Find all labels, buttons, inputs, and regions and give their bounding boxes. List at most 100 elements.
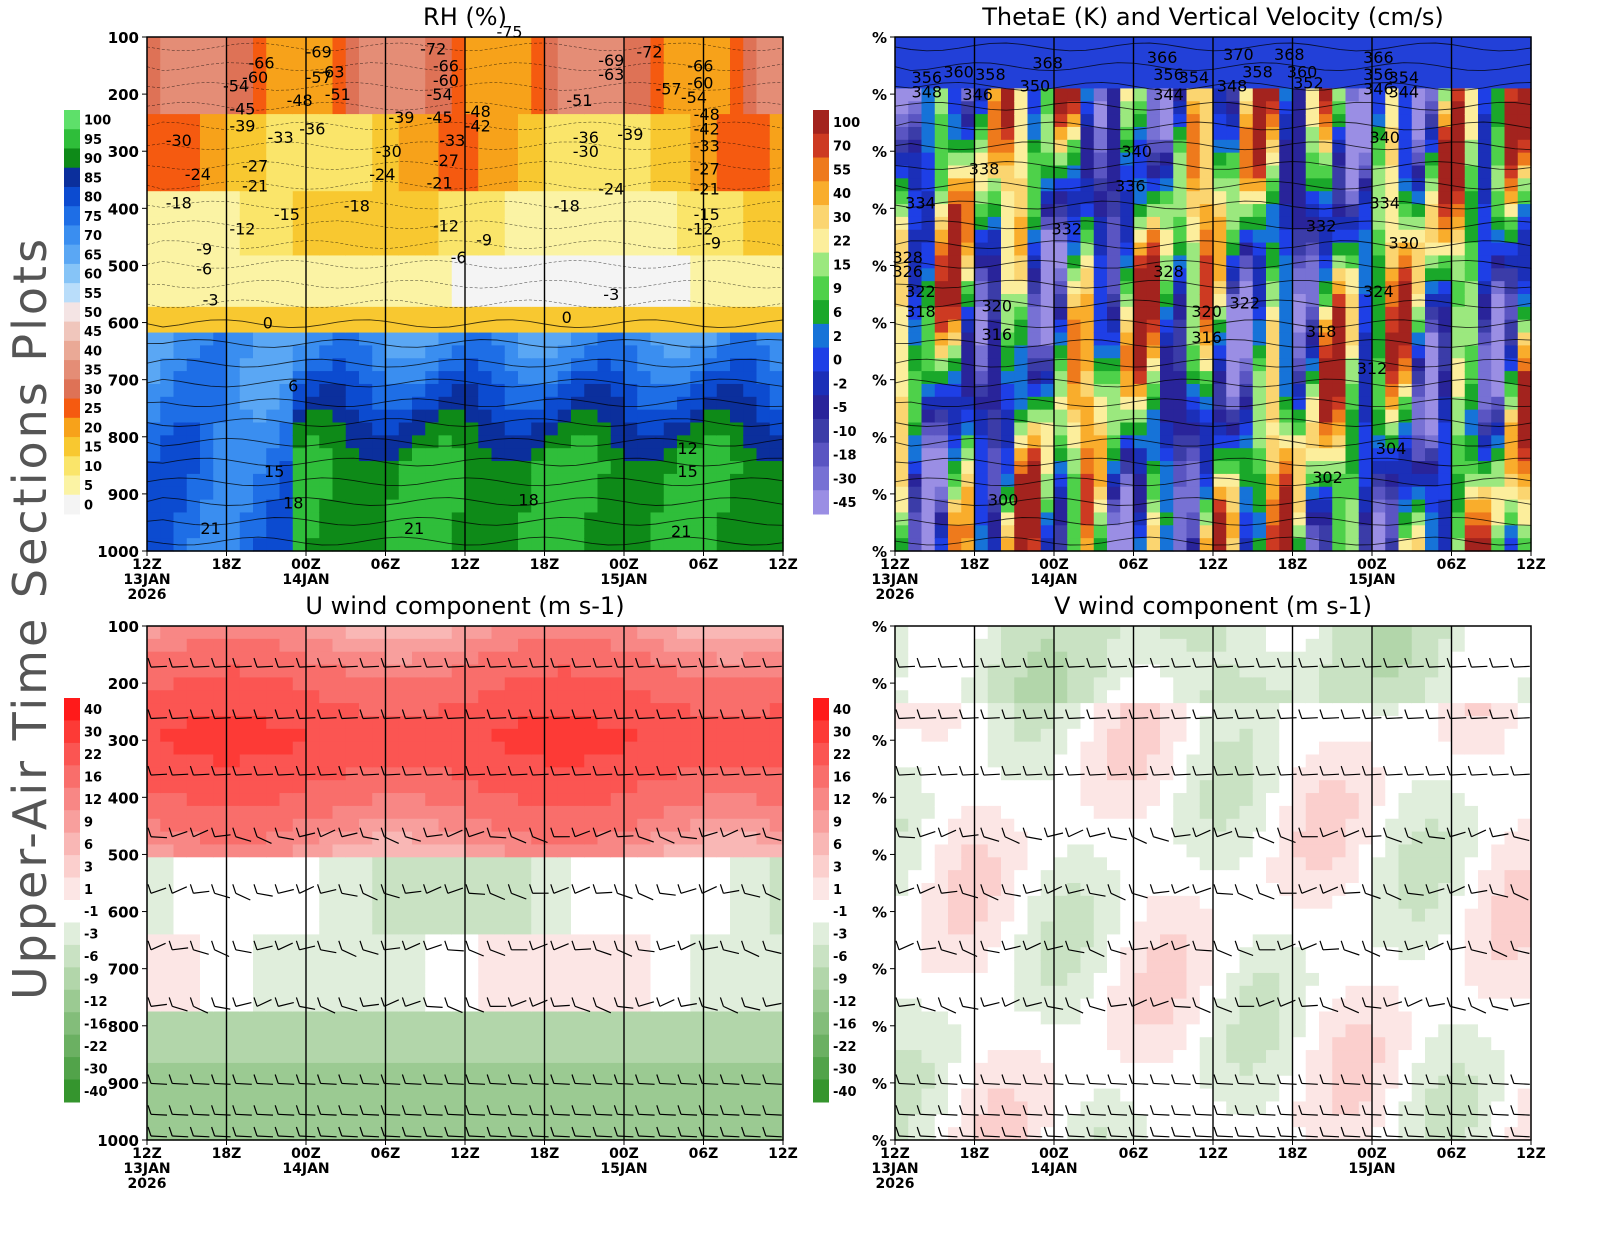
y-axis-thetae: %%%%%%%%%% <box>872 29 895 561</box>
y-tick-label: 600 <box>108 315 139 333</box>
heatmap-cell <box>1385 461 1399 474</box>
heatmap-cell <box>961 371 975 384</box>
heatmap-cell <box>584 63 598 76</box>
heatmap-cell <box>386 37 400 50</box>
heatmap-cell <box>717 538 731 551</box>
heatmap-cell <box>160 435 174 448</box>
heatmap-cell <box>187 703 201 716</box>
heatmap-cell <box>1160 294 1174 307</box>
heatmap-cell <box>333 345 347 358</box>
heatmap-cell <box>1253 320 1267 333</box>
heatmap-cell <box>1134 268 1148 281</box>
heatmap-cell <box>1452 423 1466 436</box>
heatmap-cell <box>227 1063 241 1076</box>
heatmap-cell <box>1319 268 1333 281</box>
x-tick-label: 06Z <box>1119 557 1149 573</box>
heatmap-cell <box>1346 500 1360 513</box>
colorbar-label: 0 <box>833 354 842 369</box>
heatmap-cell <box>730 50 744 63</box>
heatmap-cell <box>1438 423 1452 436</box>
heatmap-cell <box>333 780 347 793</box>
heatmap-cell <box>1041 410 1055 423</box>
heatmap-cell <box>770 76 784 89</box>
heatmap-cell <box>412 63 426 76</box>
heatmap-cell <box>200 204 214 217</box>
heatmap-cell <box>1107 63 1121 76</box>
heatmap-cell <box>1266 487 1280 500</box>
heatmap-cell <box>213 333 227 346</box>
heatmap-cell <box>1465 114 1479 127</box>
heatmap-cell <box>147 1012 161 1025</box>
heatmap-cell <box>465 166 479 179</box>
heatmap-cell <box>730 127 744 140</box>
heatmap-cell <box>505 191 519 204</box>
heatmap-cell <box>1028 166 1042 179</box>
heatmap-cell <box>922 435 936 448</box>
heatmap-cell <box>1187 448 1201 461</box>
heatmap-cell <box>1399 114 1413 127</box>
heatmap-cell <box>961 140 975 153</box>
heatmap-cell <box>1187 397 1201 410</box>
heatmap-cell <box>1518 191 1532 204</box>
heatmap-cell <box>1028 410 1042 423</box>
heatmap-cell <box>306 986 320 999</box>
heatmap-cell <box>240 806 254 819</box>
heatmap-cell <box>213 832 227 845</box>
heatmap-cell <box>200 333 214 346</box>
heatmap-cell <box>624 268 638 281</box>
heatmap-cell <box>253 410 267 423</box>
heatmap-cell <box>1213 487 1227 500</box>
heatmap-cell <box>306 268 320 281</box>
heatmap-cell <box>1160 538 1174 551</box>
heatmap-cell <box>757 191 771 204</box>
heatmap-cell <box>505 243 519 256</box>
heatmap-cell <box>1134 538 1148 551</box>
heatmap-cell <box>531 101 545 114</box>
heatmap-cell <box>922 268 936 281</box>
heatmap-cell <box>213 397 227 410</box>
heatmap-cell <box>1001 461 1015 474</box>
heatmap-cell <box>704 333 718 346</box>
x-date-label: 13JAN <box>123 572 170 588</box>
heatmap-cell <box>399 973 413 986</box>
heatmap-cell <box>359 101 373 114</box>
heatmap-cell <box>1054 268 1068 281</box>
heatmap-cell <box>1226 384 1240 397</box>
heatmap-cell <box>611 230 625 243</box>
heatmap-cell <box>935 345 949 358</box>
heatmap-cell <box>664 217 678 230</box>
heatmap-cell <box>757 63 771 76</box>
heatmap-cell <box>399 230 413 243</box>
heatmap-cell <box>227 626 241 639</box>
heatmap-cell <box>1041 255 1055 268</box>
heatmap-cell <box>1465 101 1479 114</box>
x-tick-label: 06Z <box>371 557 401 573</box>
heatmap-cell <box>1200 268 1214 281</box>
heatmap-cell <box>213 729 227 742</box>
heatmap-cell <box>319 461 333 474</box>
heatmap-cell <box>922 474 936 487</box>
heatmap-cell <box>333 37 347 50</box>
heatmap-cell <box>306 780 320 793</box>
heatmap-cell <box>200 690 214 703</box>
heatmap-cell <box>333 729 347 742</box>
heatmap-cell <box>266 896 280 909</box>
heatmap-cell <box>545 423 559 436</box>
heatmap-cell <box>372 217 386 230</box>
heatmap-cell <box>704 525 718 538</box>
heatmap-cell <box>545 230 559 243</box>
heatmap-cell <box>306 281 320 294</box>
heatmap-cell <box>1147 410 1161 423</box>
heatmap-cell <box>160 178 174 191</box>
heatmap-cell <box>1014 294 1028 307</box>
heatmap-cell <box>399 690 413 703</box>
heatmap-cell <box>412 307 426 320</box>
heatmap-cell <box>584 178 598 191</box>
heatmap-cell <box>412 204 426 217</box>
heatmap-cell <box>452 307 466 320</box>
colorbar-label: 80 <box>84 191 102 206</box>
heatmap-cell <box>518 204 532 217</box>
heatmap-cell <box>1399 127 1413 140</box>
heatmap-cell <box>319 999 333 1012</box>
heatmap-cell <box>492 178 506 191</box>
